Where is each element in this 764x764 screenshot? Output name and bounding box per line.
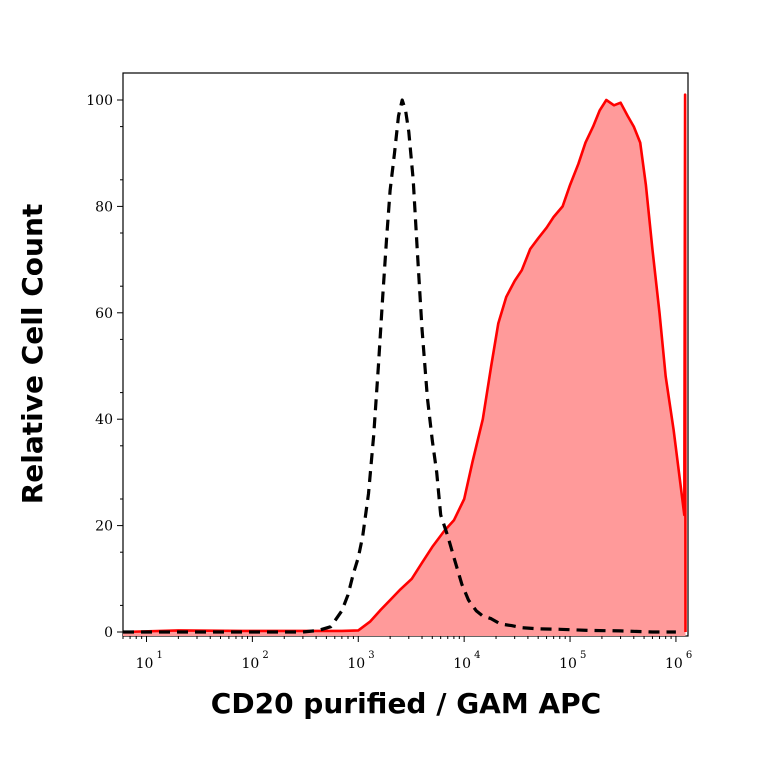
x-tick-exponent: 4 bbox=[474, 650, 480, 661]
y-tick-label: 100 bbox=[86, 93, 113, 109]
x-tick-label: 10 bbox=[241, 656, 259, 672]
x-tick-exponent: 1 bbox=[156, 650, 162, 661]
x-tick-label: 10 bbox=[453, 656, 471, 672]
y-tick-label: 60 bbox=[95, 306, 113, 322]
y-axis-title: Relative Cell Count bbox=[16, 204, 49, 505]
x-tick-label: 10 bbox=[559, 656, 577, 672]
y-tick-label: 20 bbox=[95, 519, 113, 535]
y-tick-label: 80 bbox=[95, 199, 113, 215]
series-fill-0 bbox=[123, 94, 686, 636]
x-axis-title: CD20 purified / GAM APC bbox=[211, 687, 601, 720]
x-tick-label: 10 bbox=[665, 656, 683, 672]
x-tick-exponent: 6 bbox=[686, 650, 692, 661]
y-tick-label: 0 bbox=[104, 625, 113, 641]
x-tick-exponent: 5 bbox=[580, 650, 586, 661]
series-line-0 bbox=[122, 93, 687, 634]
x-tick-exponent: 2 bbox=[262, 650, 268, 661]
series-line-1 bbox=[123, 98, 676, 634]
x-tick-label: 10 bbox=[347, 656, 365, 672]
y-tick-label: 40 bbox=[95, 412, 113, 428]
series-layer bbox=[122, 93, 687, 636]
x-tick-exponent: 3 bbox=[368, 650, 374, 661]
x-tick-label: 10 bbox=[136, 656, 154, 672]
